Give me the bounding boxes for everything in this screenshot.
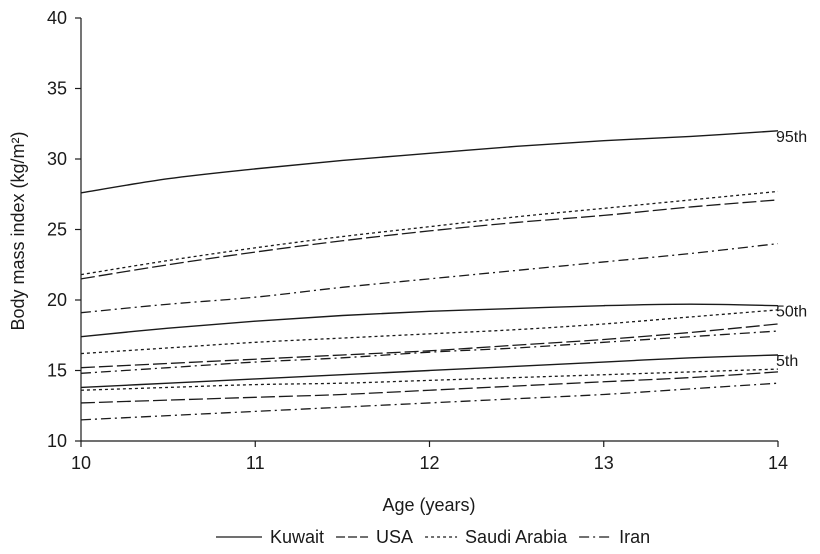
legend-label: Kuwait [270,527,324,547]
x-tick-label: 12 [419,453,439,473]
series-line-saudi-arabia-5th [80,368,779,391]
x-tick-label: 10 [71,453,91,473]
legend-label: USA [376,527,413,547]
series-line-saudi-arabia-95th [80,190,779,276]
percentile-annotations: 95th 50th 5th [776,129,807,370]
y-tick-label: 25 [47,220,67,240]
percentile-label-95th: 95th [776,129,807,146]
series-line-iran-95th [80,242,779,314]
series-lines [80,130,779,421]
x-tick-label: 14 [768,453,788,473]
y-tick-label: 10 [47,431,67,451]
series-line-kuwait-5th [80,354,779,389]
legend: Kuwait USA Saudi Arabia Iran [216,527,650,547]
y-tick-label: 30 [47,149,67,169]
series-line-usa-50th [80,323,779,369]
x-axis-title: Age (years) [382,495,475,515]
y-tick-label: 40 [47,8,67,28]
y-tick-label: 35 [47,79,67,99]
y-tick-label: 20 [47,290,67,310]
legend-label: Iran [619,527,650,547]
series-line-kuwait-95th [80,130,779,194]
percentile-label-50th: 50th [776,304,807,321]
legend-label: Saudi Arabia [465,527,568,547]
x-ticks: 10 11 12 13 14 [71,441,788,473]
series-line-iran-5th [80,382,779,421]
x-tick-label: 11 [246,453,265,473]
series-line-usa-95th [80,199,779,280]
series-line-iran-50th [80,330,779,374]
x-tick-label: 13 [594,453,614,473]
y-tick-label: 15 [47,361,67,381]
series-line-usa-5th [80,371,779,404]
series-line-saudi-arabia-50th [80,309,779,355]
y-ticks: 10 15 20 25 30 35 40 [47,8,81,451]
percentile-label-5th: 5th [776,353,798,370]
y-axis-title: Body mass index (kg/m²) [8,131,28,330]
series-line-kuwait-50th [80,303,779,338]
axes [80,18,778,442]
